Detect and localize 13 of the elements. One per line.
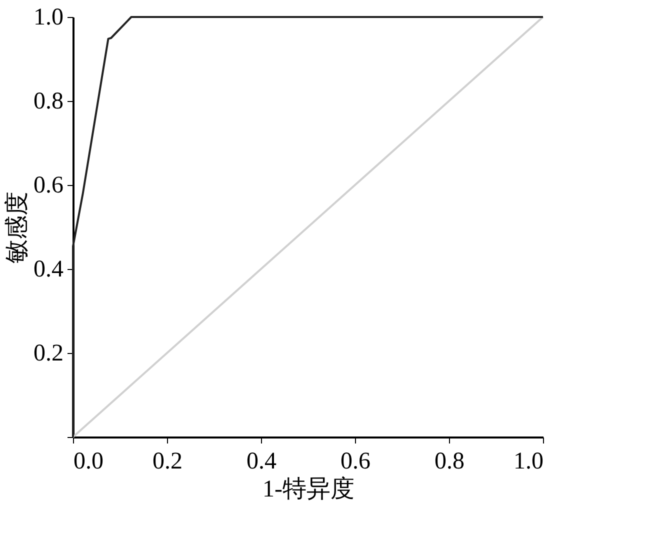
y-tick-label: 0.2	[34, 340, 64, 366]
x-tick-label: 0.0	[74, 448, 104, 474]
y-tick-label: 0.8	[34, 88, 64, 114]
x-tick-label: 0.2	[152, 448, 182, 474]
x-tick-label: 0.6	[340, 448, 370, 474]
y-tick-label: 1.0	[34, 4, 64, 30]
x-tick-label: 0.4	[246, 448, 276, 474]
y-tick-label: 0.6	[34, 172, 64, 198]
x-axis-title: 1-特异度	[262, 476, 354, 502]
y-tick-label: 0.4	[34, 256, 64, 282]
x-tick-label: 1.0	[514, 448, 544, 474]
x-tick-label: 0.8	[434, 448, 464, 474]
y-axis-title: 敏感度	[4, 192, 30, 264]
